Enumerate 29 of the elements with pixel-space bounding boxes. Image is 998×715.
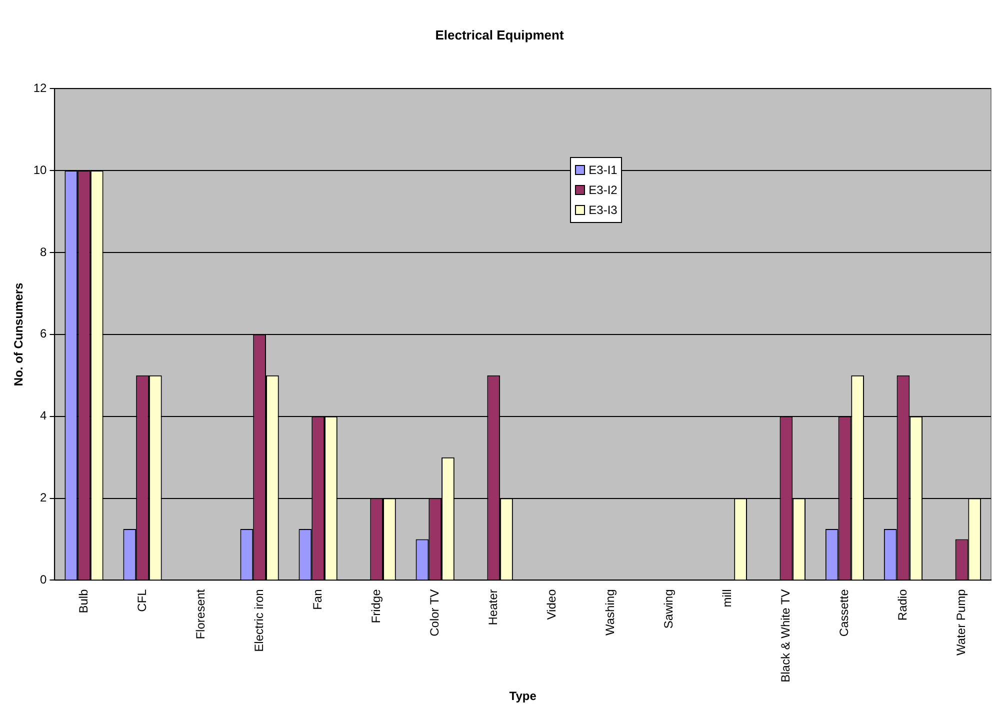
x-tick-label: Black & White TV bbox=[778, 589, 793, 682]
x-tick-label: Fan bbox=[310, 589, 324, 610]
legend-label: E3-I3 bbox=[588, 202, 618, 220]
y-tick-label: 8 bbox=[40, 244, 48, 259]
x-tick-label: Sawing bbox=[661, 589, 676, 629]
y-tick-label: 4 bbox=[40, 408, 48, 423]
x-tick-label: Bulb bbox=[76, 588, 90, 614]
y-tick-label: 12 bbox=[33, 80, 48, 95]
x-tick-label: Washing bbox=[602, 589, 617, 636]
chart-title: Electrical Equipment bbox=[435, 27, 564, 42]
x-tick-label: Floresent bbox=[193, 588, 208, 640]
x-axis-title: Type bbox=[509, 689, 537, 704]
x-tick-label: Video bbox=[544, 588, 558, 620]
y-tick-label: 2 bbox=[40, 490, 48, 505]
x-tick-label: Radio bbox=[896, 588, 910, 621]
x-tick-label: Cassette bbox=[837, 588, 852, 637]
y-tick-label: 6 bbox=[40, 326, 48, 341]
y-tick-label: 0 bbox=[40, 572, 48, 587]
y-tick-label: 10 bbox=[33, 162, 48, 177]
x-tick-label: CFL bbox=[134, 588, 149, 612]
y-axis-title: No. of Cunsumers bbox=[12, 282, 26, 386]
legend-label: E3-I2 bbox=[588, 182, 618, 200]
legend-label: E3-I1 bbox=[588, 162, 618, 180]
x-tick-label: Water Pump bbox=[954, 588, 968, 656]
x-tick-label: mill bbox=[720, 589, 734, 608]
x-tick-label: Electric iron bbox=[252, 589, 266, 652]
x-tick-label: Fridge bbox=[368, 588, 383, 624]
x-tick-label: Color TV bbox=[427, 589, 442, 636]
x-tick-label: Heater bbox=[486, 589, 500, 626]
